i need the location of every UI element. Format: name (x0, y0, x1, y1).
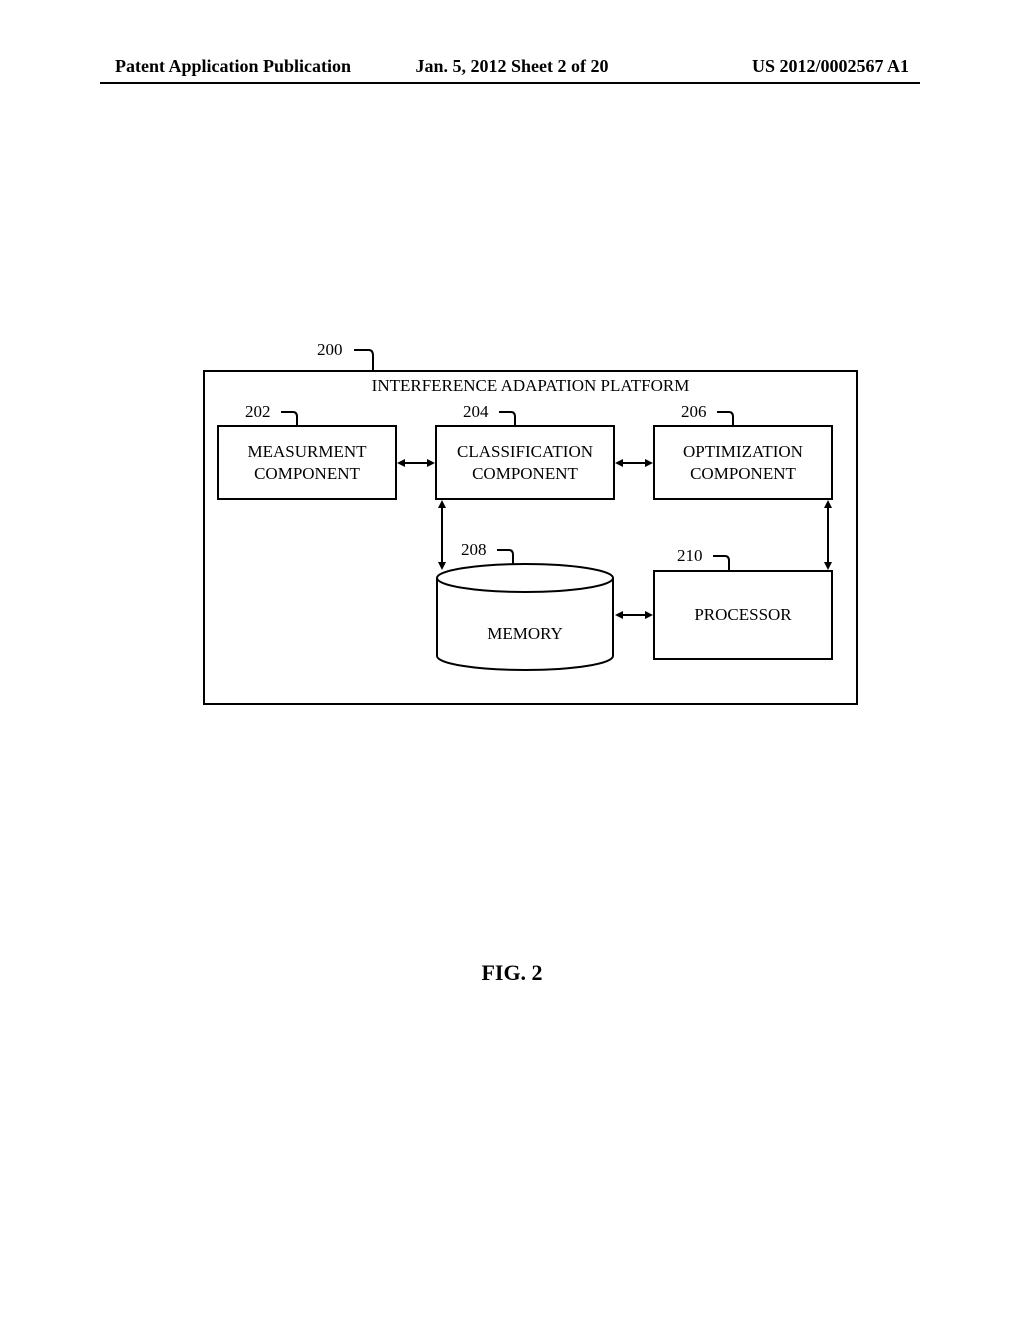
ref-classification: 204 (463, 402, 489, 422)
page: Patent Application Publication US 2012/0… (0, 0, 1024, 1320)
bidir-arrow-vert-icon (435, 500, 449, 570)
figure-caption: FIG. 2 (0, 960, 1024, 986)
leader-hook-icon (711, 550, 737, 576)
ref-processor: 210 (677, 546, 703, 566)
leader-hook-icon (497, 406, 523, 428)
classification-box: CLASSIFICATION COMPONENT (435, 425, 615, 500)
leader-hook-icon (351, 344, 381, 374)
processor-label: PROCESSOR (694, 604, 791, 625)
header-left: Patent Application Publication (115, 56, 351, 77)
optimization-box: OPTIMIZATION COMPONENT (653, 425, 833, 500)
leader-hook-icon (495, 544, 521, 566)
ref-optimization: 206 (681, 402, 707, 422)
platform-title: INTERFERENCE ADAPATION PLATFORM (203, 376, 858, 396)
measurement-box: MEASURMENT COMPONENT (217, 425, 397, 500)
classification-label: CLASSIFICATION COMPONENT (457, 441, 593, 484)
leader-hook-icon (279, 406, 305, 428)
measurement-label: MEASURMENT COMPONENT (247, 441, 366, 484)
diagram: INTERFERENCE ADAPATION PLATFORM 200 MEAS… (145, 340, 865, 720)
header-rule (100, 82, 920, 84)
ref-measurement: 202 (245, 402, 271, 422)
cylinder-icon (435, 562, 615, 672)
bidir-arrow-icon (615, 456, 653, 470)
processor-box: PROCESSOR (653, 570, 833, 660)
ref-memory: 208 (461, 540, 487, 560)
bidir-arrow-icon (397, 456, 435, 470)
memory-cylinder: MEMORY (435, 562, 615, 672)
ref-platform: 200 (317, 340, 343, 360)
optimization-label: OPTIMIZATION COMPONENT (683, 441, 803, 484)
header-center: Jan. 5, 2012 Sheet 2 of 20 (416, 56, 609, 77)
bidir-arrow-vert-icon (821, 500, 835, 570)
memory-label: MEMORY (435, 624, 615, 644)
bidir-arrow-icon (615, 608, 653, 622)
header-right: US 2012/0002567 A1 (752, 56, 909, 77)
leader-hook-icon (715, 406, 741, 428)
